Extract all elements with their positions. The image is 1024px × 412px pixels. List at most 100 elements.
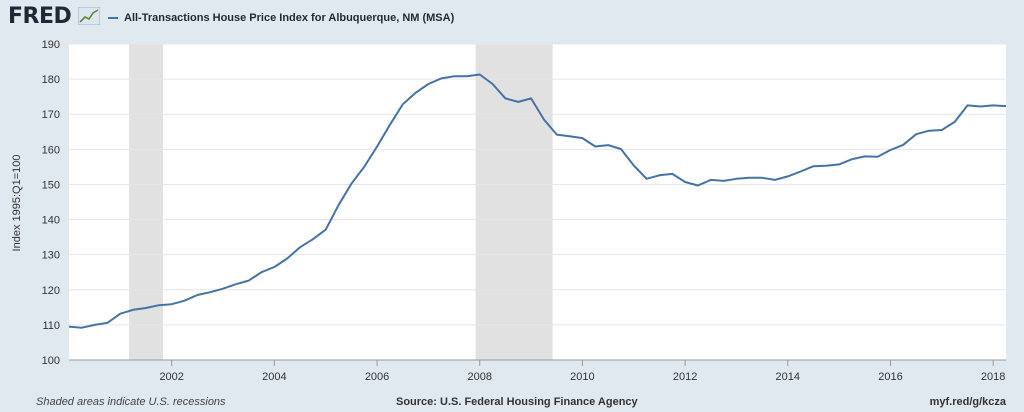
axis-layer: 100 110 120 130 140 150 160 170 180 190 2002 2004 20…	[42, 39, 1006, 383]
data-point	[119, 312, 121, 314]
data-point	[787, 175, 789, 177]
data-point	[479, 73, 481, 75]
data-point	[556, 133, 558, 135]
x-tick-label: 2006	[365, 371, 389, 383]
data-point	[953, 121, 955, 123]
data-point	[799, 170, 801, 172]
data-point	[966, 104, 968, 106]
data-point	[427, 83, 429, 85]
data-point	[81, 326, 83, 328]
data-point	[325, 229, 327, 231]
data-point	[145, 307, 147, 309]
data-point	[710, 179, 712, 181]
chart-header: FRED All-Transactions House Price Index …	[0, 0, 1024, 34]
data-point	[196, 294, 198, 296]
data-point	[722, 180, 724, 182]
data-point	[594, 145, 596, 147]
data-point	[530, 97, 532, 99]
data-point	[209, 291, 211, 293]
data-point	[774, 179, 776, 181]
data-point	[684, 181, 686, 183]
data-point	[568, 135, 570, 137]
data-point	[247, 279, 249, 281]
data-point	[851, 158, 853, 160]
x-tick-label: 2004	[262, 371, 286, 383]
data-point	[286, 257, 288, 259]
x-tick-label: 2018	[981, 371, 1005, 383]
recession-layer	[69, 44, 1006, 360]
data-point	[889, 149, 891, 151]
data-point	[697, 184, 699, 186]
series-layer	[68, 73, 1007, 329]
data-point	[440, 77, 442, 79]
data-point	[633, 164, 635, 166]
y-tick-label: 100	[42, 355, 60, 367]
y-tick-label: 120	[42, 285, 60, 297]
y-tick-label: 140	[42, 215, 60, 227]
data-point	[158, 304, 160, 306]
data-point	[466, 75, 468, 77]
data-point	[838, 163, 840, 165]
data-point	[671, 173, 673, 175]
data-point	[812, 165, 814, 167]
data-point	[106, 322, 108, 324]
chart-trend-icon	[78, 7, 100, 25]
data-point	[607, 144, 609, 146]
data-point	[350, 183, 352, 185]
data-point	[312, 238, 314, 240]
x-tick-label: 2008	[467, 371, 491, 383]
data-point	[761, 177, 763, 179]
y-tick-label: 160	[42, 144, 60, 156]
data-point	[132, 309, 134, 311]
data-point	[504, 97, 506, 99]
recession-band-2	[475, 44, 553, 360]
y-tick-label: 150	[42, 179, 60, 191]
source-text: Source: U.S. Federal Housing Finance Age…	[396, 396, 638, 408]
data-point	[825, 165, 827, 167]
data-point	[363, 166, 365, 168]
data-point	[902, 144, 904, 146]
x-tick-label: 2012	[673, 371, 697, 383]
data-point	[402, 103, 404, 105]
data-point	[658, 174, 660, 176]
y-tick-label: 130	[42, 250, 60, 262]
data-point	[273, 266, 275, 268]
y-tick-label: 180	[42, 74, 60, 86]
data-point	[979, 105, 981, 107]
data-point	[992, 104, 994, 106]
data-point	[645, 178, 647, 180]
data-point	[876, 156, 878, 158]
series-line-1[interactable]	[68, 73, 1007, 329]
recession-note: Shaded areas indicate U.S. recessions	[36, 396, 226, 408]
data-point	[491, 83, 493, 85]
data-point	[235, 283, 237, 285]
data-point	[620, 148, 622, 150]
series-legend[interactable]: All-Transactions House Price Index for A…	[108, 10, 454, 26]
y-tick-label: 190	[42, 39, 60, 51]
short-url-link[interactable]: myf.red/g/kcza	[929, 396, 1006, 408]
legend-swatch	[108, 17, 118, 19]
data-point	[299, 246, 301, 248]
data-point	[93, 324, 95, 326]
data-point	[260, 271, 262, 273]
data-point	[517, 101, 519, 103]
data-point	[389, 124, 391, 126]
fred-logo[interactable]: FRED	[8, 4, 72, 29]
recession-band-1	[129, 44, 163, 360]
data-point	[864, 155, 866, 157]
data-point	[183, 299, 185, 301]
data-point	[414, 92, 416, 94]
data-point	[941, 129, 943, 131]
x-tick-label: 2010	[570, 371, 594, 383]
y-axis-label: Index 1995:Q1=100	[11, 155, 23, 252]
data-point	[222, 288, 224, 290]
y-tick-label: 110	[42, 320, 60, 332]
x-tick-label: 2016	[878, 371, 902, 383]
y-tick-label: 170	[42, 109, 60, 121]
x-tick-label: 2002	[159, 371, 183, 383]
data-point	[928, 130, 930, 132]
x-tick-label: 2014	[776, 371, 800, 383]
data-point	[170, 303, 172, 305]
data-point	[1005, 105, 1007, 107]
data-point	[68, 325, 70, 327]
